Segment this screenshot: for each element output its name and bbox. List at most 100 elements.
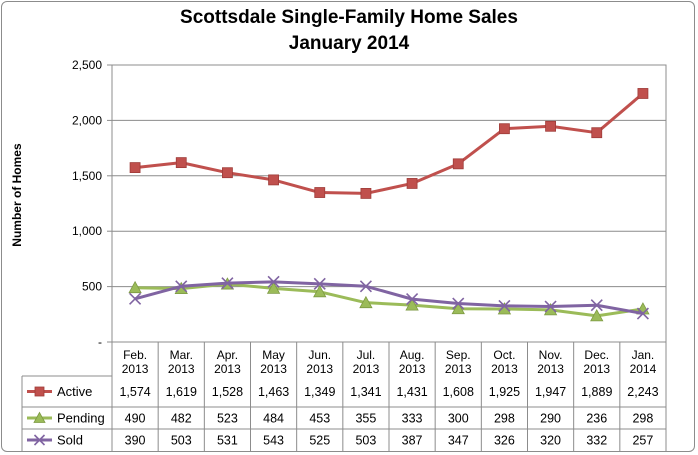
data-point-pending bbox=[451, 301, 465, 315]
x-tick-label: Oct. bbox=[493, 348, 515, 362]
y-tick-label: 1,500 bbox=[72, 169, 102, 183]
data-label: 1,574 bbox=[119, 385, 150, 399]
x-tick-label: 2013 bbox=[306, 362, 333, 376]
data-point-active bbox=[452, 158, 464, 170]
data-point-sold bbox=[267, 275, 280, 288]
data-label: 387 bbox=[402, 434, 423, 448]
data-label: 1,925 bbox=[489, 385, 520, 399]
data-label: 453 bbox=[309, 412, 330, 426]
data-point-active bbox=[545, 120, 556, 132]
data-label: 1,463 bbox=[258, 385, 289, 399]
x-tick-label: Feb. bbox=[123, 348, 147, 362]
data-point-pending bbox=[359, 295, 373, 309]
y-tick-label: 1,000 bbox=[72, 224, 102, 238]
x-tick-label: 2013 bbox=[168, 362, 195, 376]
data-label: 290 bbox=[540, 412, 561, 426]
data-label: 484 bbox=[263, 412, 284, 426]
data-label: 300 bbox=[448, 412, 469, 426]
x-tick-label: Mar. bbox=[170, 348, 193, 362]
data-point-pending bbox=[405, 298, 419, 311]
chart-title: Scottsdale Single-Family Home Sales bbox=[180, 7, 518, 28]
data-point-active bbox=[314, 187, 326, 198]
x-tick-label: 2013 bbox=[214, 362, 241, 376]
x-tick-label: Dec. bbox=[584, 348, 609, 362]
data-point-sold bbox=[590, 299, 603, 312]
x-tick-label: 2013 bbox=[353, 362, 380, 376]
data-label: 1,528 bbox=[212, 385, 243, 399]
data-label: 525 bbox=[309, 434, 330, 448]
data-label: 298 bbox=[494, 412, 515, 426]
data-point-pending bbox=[590, 309, 604, 322]
data-label: 482 bbox=[171, 412, 192, 426]
data-point-pending bbox=[313, 284, 327, 298]
legend-marker-pending bbox=[33, 411, 46, 423]
data-label: 257 bbox=[632, 434, 653, 448]
chart-subtitle: January 2014 bbox=[288, 33, 410, 54]
y-tick-label: 500 bbox=[82, 280, 102, 294]
data-point-sold bbox=[313, 277, 326, 290]
plot-area bbox=[111, 64, 667, 343]
x-tick-label: Jul. bbox=[357, 348, 376, 362]
data-label: 531 bbox=[217, 434, 238, 448]
x-tick-label: 2013 bbox=[122, 362, 149, 376]
data-point-sold bbox=[452, 297, 465, 310]
x-tick-label: 2013 bbox=[399, 362, 426, 376]
data-label: 236 bbox=[586, 412, 607, 426]
x-tick-label: 2013 bbox=[583, 362, 610, 376]
data-point-sold bbox=[406, 293, 419, 306]
data-label: 332 bbox=[586, 434, 607, 448]
x-tick-label: Jan. bbox=[632, 348, 655, 362]
data-point-sold bbox=[498, 299, 511, 312]
data-point-active bbox=[129, 162, 141, 174]
data-point-active bbox=[175, 157, 187, 169]
data-label: 543 bbox=[263, 434, 284, 448]
data-point-active bbox=[360, 188, 372, 199]
series-line-sold bbox=[134, 280, 644, 316]
x-tick-label: Apr. bbox=[217, 348, 238, 362]
data-label: 1,619 bbox=[166, 385, 197, 399]
data-point-active bbox=[637, 88, 649, 99]
legend-label-active: Active bbox=[57, 384, 92, 399]
data-label: 1,341 bbox=[350, 385, 381, 399]
data-point-sold bbox=[636, 307, 649, 320]
data-point-sold bbox=[359, 280, 372, 293]
data-label: 298 bbox=[632, 412, 653, 426]
data-label: 1,947 bbox=[535, 385, 566, 399]
data-label: 333 bbox=[402, 412, 423, 426]
x-tick-label: Sep. bbox=[446, 348, 471, 362]
data-label: 1,431 bbox=[396, 385, 427, 399]
data-label: 320 bbox=[540, 434, 561, 448]
legend-marker-sold bbox=[33, 434, 46, 446]
data-label: 2,243 bbox=[627, 385, 658, 399]
x-tick-label: 2013 bbox=[445, 362, 472, 376]
x-tick-label: Aug. bbox=[400, 348, 425, 362]
series-line-pending bbox=[135, 282, 644, 318]
data-label: 503 bbox=[171, 434, 192, 448]
data-point-active bbox=[591, 127, 603, 139]
data-point-sold bbox=[221, 277, 234, 290]
data-label: 1,889 bbox=[581, 385, 612, 399]
data-label: 347 bbox=[448, 434, 469, 448]
data-point-active bbox=[406, 178, 418, 189]
y-tick-label: 2,000 bbox=[72, 113, 102, 127]
x-tick-label: May bbox=[262, 348, 285, 362]
x-tick-label: 2013 bbox=[537, 362, 564, 376]
data-label: 390 bbox=[125, 434, 146, 448]
data-point-pending bbox=[266, 281, 281, 294]
series-line-active bbox=[134, 92, 644, 195]
data-point-active bbox=[499, 123, 510, 135]
y-tick-label: 2,500 bbox=[72, 58, 102, 72]
data-point-sold bbox=[129, 292, 142, 305]
legend-label-sold: Sold bbox=[57, 433, 83, 448]
x-tick-label: Nov. bbox=[539, 348, 563, 362]
data-label: 523 bbox=[217, 412, 238, 426]
data-point-pending bbox=[128, 280, 142, 294]
data-point-sold bbox=[175, 280, 188, 293]
data-label: 503 bbox=[355, 434, 376, 448]
data-point-active bbox=[268, 174, 279, 186]
y-tick-label: - bbox=[98, 335, 102, 349]
x-tick-label: 2014 bbox=[630, 362, 657, 376]
